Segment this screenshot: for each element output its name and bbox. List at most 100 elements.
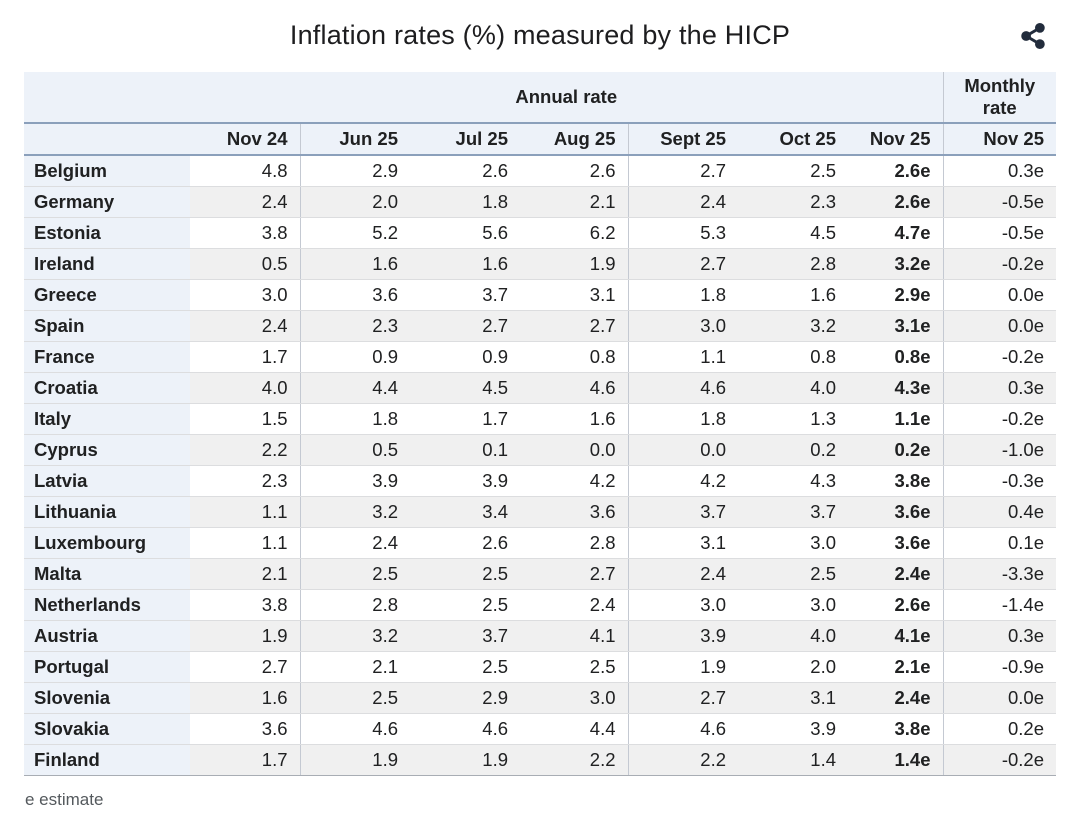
annual-estimate-cell: 3.6e xyxy=(848,527,944,559)
annual-estimate-cell: 1.4e xyxy=(848,744,944,776)
annual-value-cell: 2.8 xyxy=(520,527,628,559)
annual-value-cell: 1.9 xyxy=(520,248,628,280)
annual-value-cell: 2.3 xyxy=(299,310,410,342)
monthly-value-cell: -0.2e xyxy=(942,744,1057,776)
annual-value-cell: 4.0 xyxy=(738,372,848,404)
annual-value-cell: 2.5 xyxy=(410,589,520,621)
monthly-value-cell: 0.3e xyxy=(942,372,1057,404)
annual-value-cell: 3.0 xyxy=(738,527,848,559)
annual-value-cell: 3.0 xyxy=(627,310,738,342)
column-header-row: Nov 24 Jun 25 Jul 25 Aug 25 Sept 25 Oct 25 Nov… xyxy=(24,122,1057,156)
monthly-value-cell: 0.0e xyxy=(942,310,1057,342)
table-row: Slovenia 1.6 2.5 2.9 3.0 2.7 3.1 2.4e 0.0e xyxy=(24,682,1057,714)
country-label: Germany xyxy=(24,186,190,218)
annual-value-cell: 2.3 xyxy=(190,465,300,497)
annual-value-cell: 1.7 xyxy=(190,341,300,373)
annual-value-cell: 1.1 xyxy=(190,527,300,559)
country-label: Slovenia xyxy=(24,682,190,714)
annual-value-cell: 1.7 xyxy=(410,403,520,435)
annual-value-cell: 3.0 xyxy=(190,279,300,311)
annual-value-cell: 3.7 xyxy=(410,620,520,652)
annual-value-cell: 1.3 xyxy=(738,403,848,435)
annual-value-cell: 2.4 xyxy=(190,186,300,218)
annual-estimate-cell: 0.8e xyxy=(848,341,944,373)
annual-value-cell: 1.8 xyxy=(410,186,520,218)
annual-value-cell: 5.6 xyxy=(410,217,520,249)
annual-value-cell: 3.8 xyxy=(190,217,300,249)
annual-value-cell: 2.5 xyxy=(410,558,520,590)
annual-value-cell: 0.0 xyxy=(627,434,738,466)
monthly-value-cell: -0.5e xyxy=(942,186,1057,218)
annual-value-cell: 2.2 xyxy=(520,744,628,776)
table-row: Belgium 4.8 2.9 2.6 2.6 2.7 2.5 2.6e 0.3e xyxy=(24,155,1057,187)
table-row: Germany 2.4 2.0 1.8 2.1 2.4 2.3 2.6e -0.5e xyxy=(24,186,1057,218)
annual-value-cell: 2.4 xyxy=(520,589,628,621)
monthly-value-cell: -3.3e xyxy=(942,558,1057,590)
annual-value-cell: 4.2 xyxy=(627,465,738,497)
annual-value-cell: 3.9 xyxy=(738,713,848,745)
annual-value-cell: 4.2 xyxy=(520,465,628,497)
annual-value-cell: 2.9 xyxy=(299,155,410,187)
annual-value-cell: 3.6 xyxy=(190,713,300,745)
column-header: Aug 25 xyxy=(520,122,628,156)
row-label-header xyxy=(24,122,190,156)
annual-value-cell: 2.7 xyxy=(190,651,300,683)
annual-estimate-cell: 3.6e xyxy=(848,496,944,528)
annual-value-cell: 4.6 xyxy=(627,713,738,745)
monthly-value-cell: -0.3e xyxy=(942,465,1057,497)
table-row: Greece 3.0 3.6 3.7 3.1 1.8 1.6 2.9e 0.0e xyxy=(24,279,1057,311)
annual-value-cell: 1.1 xyxy=(190,496,300,528)
monthly-rate-group-header: Monthly rate xyxy=(942,72,1057,123)
annual-value-cell: 3.7 xyxy=(738,496,848,528)
monthly-value-cell: -0.9e xyxy=(942,651,1057,683)
annual-value-cell: 0.2 xyxy=(738,434,848,466)
annual-estimate-cell: 2.9e xyxy=(848,279,944,311)
share-button[interactable] xyxy=(1016,19,1050,53)
table-row: Latvia 2.3 3.9 3.9 4.2 4.2 4.3 3.8e -0.3e xyxy=(24,465,1057,497)
monthly-value-cell: 0.0e xyxy=(942,682,1057,714)
annual-value-cell: 1.8 xyxy=(299,403,410,435)
annual-estimate-cell: 3.2e xyxy=(848,248,944,280)
annual-estimate-cell: 4.1e xyxy=(848,620,944,652)
annual-estimate-cell: 4.7e xyxy=(848,217,944,249)
annual-value-cell: 3.2 xyxy=(299,496,410,528)
monthly-value-cell: 0.4e xyxy=(942,496,1057,528)
annual-value-cell: 0.5 xyxy=(299,434,410,466)
monthly-value-cell: -0.2e xyxy=(942,341,1057,373)
table-row: Slovakia 3.6 4.6 4.6 4.4 4.6 3.9 3.8e 0.2e xyxy=(24,713,1057,745)
table-row: Austria 1.9 3.2 3.7 4.1 3.9 4.0 4.1e 0.3e xyxy=(24,620,1057,652)
annual-estimate-cell: 2.4e xyxy=(848,558,944,590)
country-label: France xyxy=(24,341,190,373)
annual-estimate-cell: 4.3e xyxy=(848,372,944,404)
annual-value-cell: 1.6 xyxy=(520,403,628,435)
annual-estimate-cell: 2.6e xyxy=(848,186,944,218)
annual-estimate-cell: 2.6e xyxy=(848,589,944,621)
annual-value-cell: 1.1 xyxy=(627,341,738,373)
inflation-table: Annual rate Monthly rate Nov 24 Jun 25 Jul… xyxy=(24,72,1057,776)
annual-estimate-cell: 2.1e xyxy=(848,651,944,683)
table-row: Italy 1.5 1.8 1.7 1.6 1.8 1.3 1.1e -0.2e xyxy=(24,403,1057,435)
annual-value-cell: 2.7 xyxy=(410,310,520,342)
monthly-value-cell: -1.4e xyxy=(942,589,1057,621)
annual-value-cell: 2.6 xyxy=(520,155,628,187)
annual-estimate-cell: 2.4e xyxy=(848,682,944,714)
annual-value-cell: 3.1 xyxy=(738,682,848,714)
country-label: Estonia xyxy=(24,217,190,249)
country-label: Greece xyxy=(24,279,190,311)
annual-value-cell: 1.6 xyxy=(299,248,410,280)
corner-cell xyxy=(24,72,190,123)
annual-estimate-cell: 1.1e xyxy=(848,403,944,435)
annual-value-cell: 3.0 xyxy=(520,682,628,714)
country-label: Croatia xyxy=(24,372,190,404)
annual-value-cell: 1.7 xyxy=(190,744,300,776)
annual-value-cell: 3.7 xyxy=(627,496,738,528)
annual-value-cell: 2.3 xyxy=(738,186,848,218)
annual-value-cell: 1.6 xyxy=(190,682,300,714)
annual-value-cell: 0.9 xyxy=(410,341,520,373)
annual-value-cell: 1.6 xyxy=(410,248,520,280)
annual-value-cell: 1.9 xyxy=(190,620,300,652)
country-label: Luxembourg xyxy=(24,527,190,559)
annual-value-cell: 4.1 xyxy=(520,620,628,652)
table-row: Spain 2.4 2.3 2.7 2.7 3.0 3.2 3.1e 0.0e xyxy=(24,310,1057,342)
annual-value-cell: 3.9 xyxy=(410,465,520,497)
